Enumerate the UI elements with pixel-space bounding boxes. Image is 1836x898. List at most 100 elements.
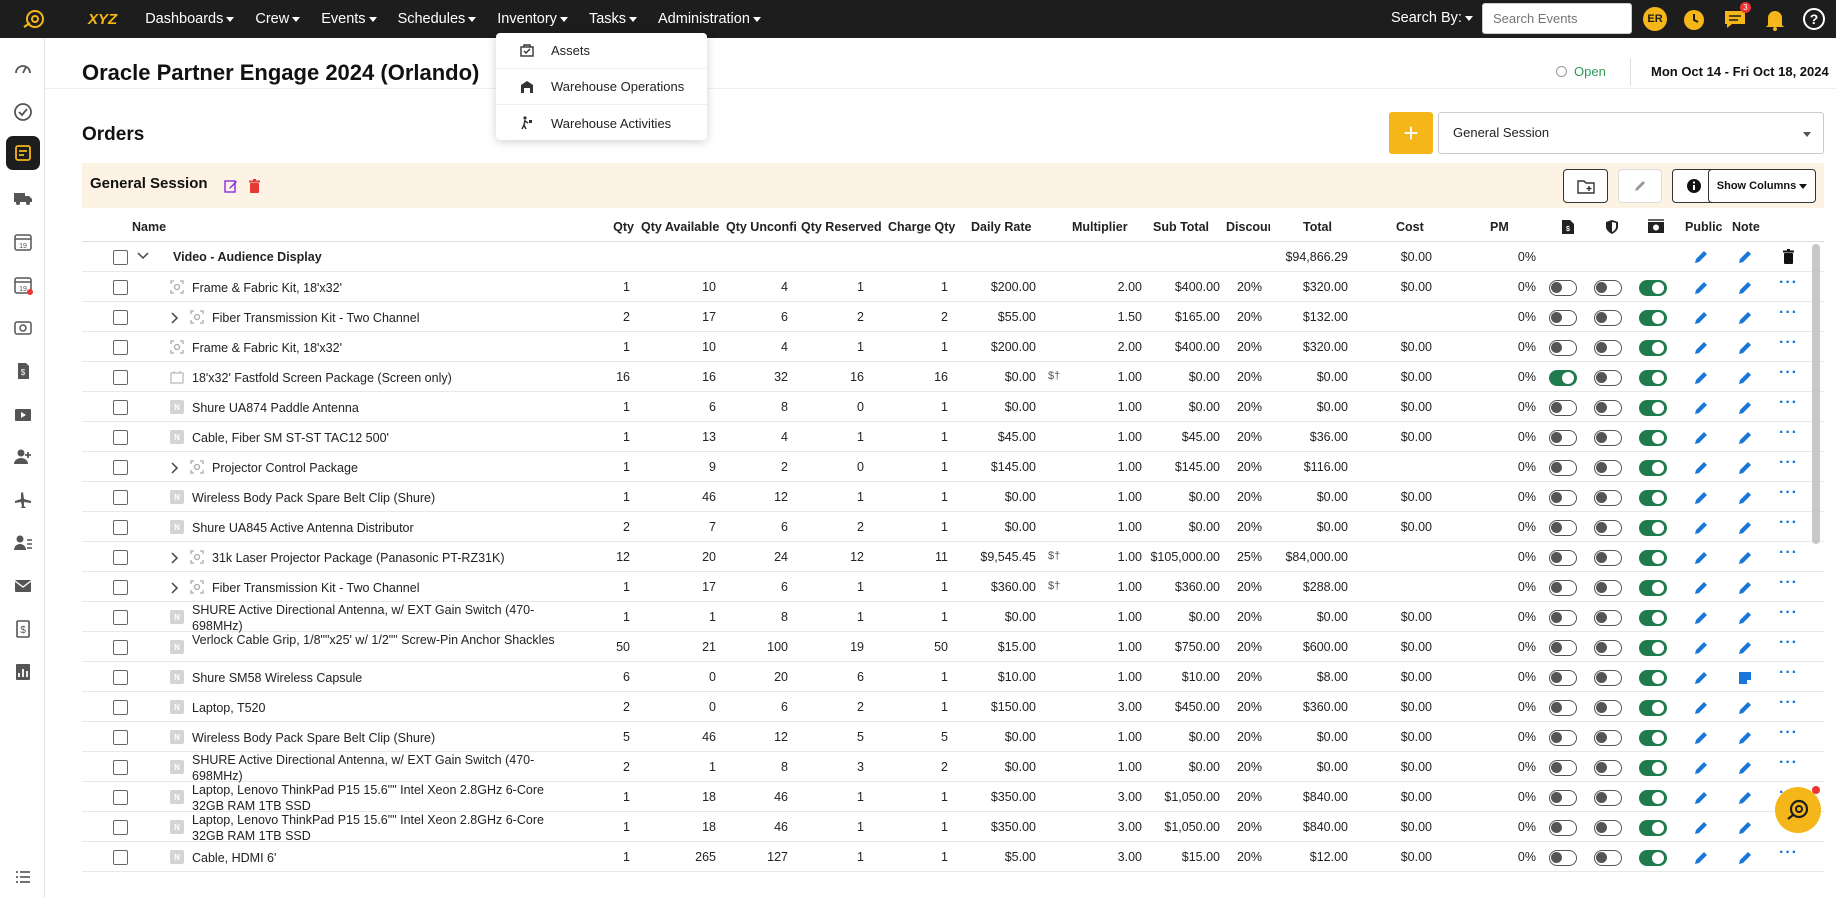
pencil-icon[interactable]	[1693, 610, 1709, 626]
col-qty-reserved[interactable]: Qty Reserved	[801, 220, 882, 234]
toggle-switch[interactable]	[1594, 640, 1622, 656]
toggle-switch[interactable]	[1639, 490, 1667, 506]
sidebar-add-user-icon[interactable]	[10, 444, 36, 470]
toggle-switch[interactable]	[1639, 460, 1667, 476]
pencil-icon[interactable]	[1737, 820, 1753, 836]
toggle-switch[interactable]	[1594, 820, 1622, 836]
toggle-switch[interactable]	[1639, 430, 1667, 446]
toggle-switch[interactable]	[1549, 550, 1577, 566]
item-name[interactable]: Laptop, Lenovo ThinkPad P15 15.6"" Intel…	[192, 783, 544, 813]
session-select[interactable]: General Session	[1438, 112, 1824, 154]
sidebar-menu-list-icon[interactable]	[10, 864, 36, 890]
toggle-switch[interactable]	[1639, 790, 1667, 806]
toggle-switch[interactable]	[1594, 610, 1622, 626]
row-checkbox[interactable]	[113, 460, 128, 475]
col-money-icon[interactable]	[1647, 219, 1665, 235]
show-columns-button[interactable]: Show Columns	[1708, 169, 1816, 203]
col-multiplier[interactable]: Multiplier	[1072, 220, 1128, 234]
pencil-icon[interactable]	[1737, 790, 1753, 806]
toggle-switch[interactable]	[1594, 310, 1622, 326]
sidebar-invoice-icon[interactable]: $	[10, 358, 36, 384]
toggle-switch[interactable]	[1639, 850, 1667, 866]
table-row[interactable]: 18'x32' Fastfold Screen Package (Screen …	[82, 362, 1824, 392]
toggle-switch[interactable]	[1639, 730, 1667, 746]
pencil-icon[interactable]	[1693, 460, 1709, 476]
table-row[interactable]: N Wireless Body Pack Spare Belt Clip (Shu…	[82, 482, 1824, 512]
brand-name[interactable]: XYZ	[88, 10, 118, 28]
col-note[interactable]: Note	[1732, 220, 1760, 234]
table-row[interactable]: N Verlock Cable Grip, 1/8""x25' w/ 1/2"" …	[82, 632, 1824, 662]
pencil-icon[interactable]	[1693, 820, 1709, 836]
search-events-input[interactable]	[1482, 3, 1632, 34]
toggle-switch[interactable]	[1639, 760, 1667, 776]
more-options-icon[interactable]: ···	[1779, 484, 1798, 501]
pencil-icon[interactable]	[1693, 730, 1709, 746]
pencil-icon[interactable]	[1737, 490, 1753, 506]
sidebar-truck-icon[interactable]	[10, 185, 36, 211]
more-options-icon[interactable]: ···	[1779, 724, 1798, 741]
menu-item-warehouse-activities[interactable]: Warehouse Activities	[496, 105, 707, 141]
item-name[interactable]: 31k Laser Projector Package (Panasonic P…	[212, 551, 505, 565]
row-checkbox[interactable]	[113, 730, 128, 745]
sidebar-tasks-icon[interactable]	[10, 99, 36, 125]
nav-crew[interactable]: Crew	[255, 11, 301, 27]
toggle-switch[interactable]	[1594, 430, 1622, 446]
add-folder-button[interactable]	[1563, 169, 1608, 203]
timer-icon[interactable]	[1681, 6, 1707, 32]
pencil-icon[interactable]	[1693, 249, 1709, 265]
toggle-switch[interactable]	[1549, 520, 1577, 536]
toggle-switch[interactable]	[1549, 430, 1577, 446]
table-row[interactable]: Fiber Transmission Kit - Two Channel 1 17 6…	[82, 572, 1824, 602]
pencil-icon[interactable]	[1737, 430, 1753, 446]
table-row[interactable]: N Cable, HDMI 6' 1 265 127 1 1 $5.00 3.00 $15.00 2…	[82, 842, 1824, 872]
col-charge-qty[interactable]: Charge Qty	[888, 220, 956, 234]
toggle-switch[interactable]	[1594, 550, 1622, 566]
trash-icon[interactable]	[1782, 249, 1795, 264]
toggle-switch[interactable]	[1639, 640, 1667, 656]
toggle-switch[interactable]	[1639, 580, 1667, 596]
table-row[interactable]: 31k Laser Projector Package (Panasonic P…	[82, 542, 1824, 572]
more-options-icon[interactable]: ···	[1779, 424, 1798, 441]
table-row[interactable]: N Wireless Body Pack Spare Belt Clip (Shu…	[82, 722, 1824, 752]
table-row[interactable]: N Shure UA845 Active Antenna Distributor 2…	[82, 512, 1824, 542]
item-name[interactable]: Shure UA874 Paddle Antenna	[192, 401, 359, 415]
pencil-icon[interactable]	[1737, 280, 1753, 296]
row-checkbox[interactable]	[113, 430, 128, 445]
more-options-icon[interactable]: ···	[1779, 634, 1798, 651]
toggle-switch[interactable]	[1639, 310, 1667, 326]
pencil-icon[interactable]	[1693, 790, 1709, 806]
nav-tasks[interactable]: Tasks	[589, 11, 638, 27]
app-logo-icon[interactable]	[22, 7, 46, 31]
item-name[interactable]: Fiber Transmission Kit - Two Channel	[212, 311, 420, 325]
toggle-switch[interactable]	[1549, 460, 1577, 476]
pencil-icon[interactable]	[1693, 580, 1709, 596]
nav-inventory[interactable]: Inventory	[497, 11, 568, 27]
toggle-switch[interactable]	[1549, 640, 1577, 656]
item-name[interactable]: Frame & Fabric Kit, 18'x32'	[192, 281, 342, 295]
more-options-icon[interactable]: ···	[1779, 334, 1798, 351]
row-checkbox[interactable]	[113, 280, 128, 295]
col-discount[interactable]: Discoun	[1226, 220, 1270, 234]
toggle-switch[interactable]	[1594, 520, 1622, 536]
toggle-switch[interactable]	[1549, 490, 1577, 506]
sidebar-video-icon[interactable]	[10, 401, 36, 427]
pencil-icon[interactable]	[1693, 550, 1709, 566]
nav-administration[interactable]: Administration	[658, 11, 761, 27]
row-checkbox[interactable]	[113, 640, 128, 655]
item-name[interactable]: Cable, Fiber SM ST-ST TAC12 500'	[192, 431, 389, 445]
row-checkbox[interactable]	[113, 610, 128, 625]
pencil-icon[interactable]	[1737, 610, 1753, 626]
table-row[interactable]: N Cable, Fiber SM ST-ST TAC12 500' 1 13 4 1 1 $…	[82, 422, 1824, 452]
sidebar-calendar-icon[interactable]: 19	[10, 229, 36, 255]
chevron-right-icon[interactable]	[171, 312, 179, 324]
row-checkbox[interactable]	[113, 850, 128, 865]
row-checkbox[interactable]	[113, 400, 128, 415]
toggle-switch[interactable]	[1594, 340, 1622, 356]
toggle-switch[interactable]	[1594, 400, 1622, 416]
toggle-switch[interactable]	[1639, 820, 1667, 836]
sidebar-plane-icon[interactable]	[10, 487, 36, 513]
pencil-icon[interactable]	[1737, 460, 1753, 476]
pencil-icon[interactable]	[1693, 490, 1709, 506]
toggle-switch[interactable]	[1639, 700, 1667, 716]
rate-override-mark[interactable]: $†	[1048, 580, 1061, 592]
